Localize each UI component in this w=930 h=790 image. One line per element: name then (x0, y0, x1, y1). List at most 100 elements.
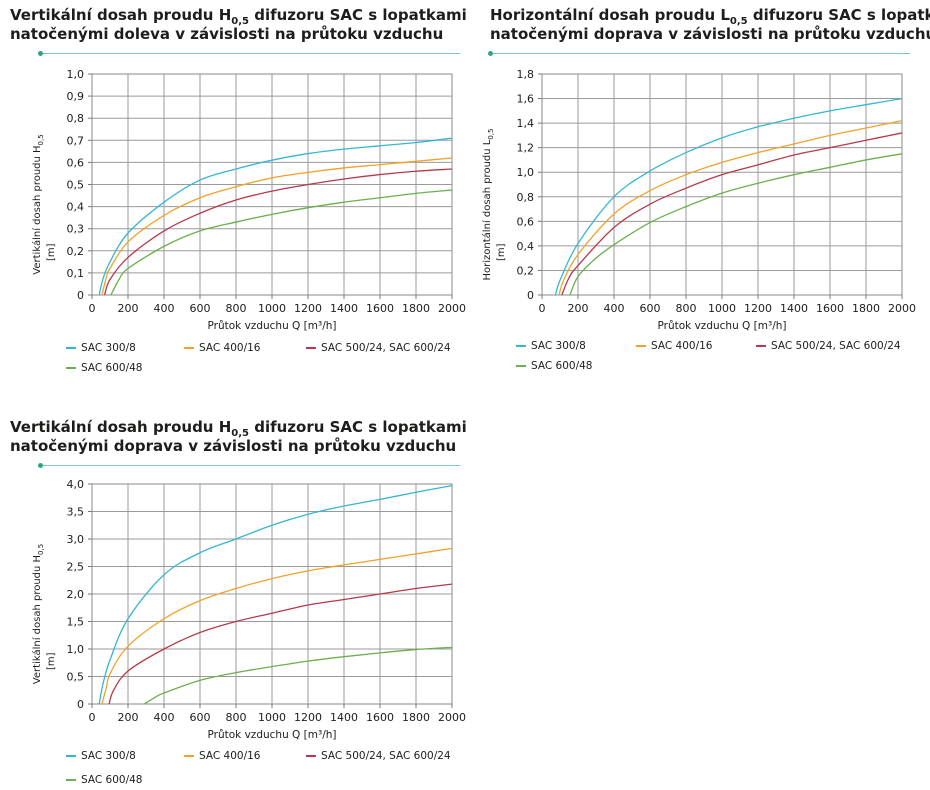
x-tick-label: 0 (89, 711, 96, 724)
x-tick-label: 200 (118, 302, 139, 315)
legend-swatch (66, 367, 76, 369)
legend-label: SAC 600/48 (81, 362, 143, 374)
title-rule-dot (38, 463, 43, 468)
y-tick-label: 0,9 (67, 90, 85, 103)
chart-panel-vertical-left: Vertikální dosah proudu H0,5 difuzoru SA… (10, 0, 470, 390)
legend-item: SAC 300/8 (66, 750, 136, 762)
legend-item: SAC 400/16 (636, 340, 712, 352)
y-tick-label: 1,2 (517, 142, 535, 155)
series-line (558, 120, 903, 296)
y-tick-label: 0,1 (67, 267, 85, 280)
legend-label: SAC 600/48 (531, 360, 593, 372)
series-line (98, 485, 453, 705)
y-tick-label: 1,0 (517, 166, 535, 179)
legend-label: SAC 400/16 (199, 342, 261, 354)
legend-item: SAC 500/24, SAC 600/24 (756, 340, 901, 352)
y-axis-label: Vertikální dosah proudu H0,5 (31, 134, 45, 274)
chart-title: Horizontální dosah proudu L0,5 difuzoru … (490, 6, 930, 43)
x-tick-label: 0 (89, 302, 96, 315)
y-tick-label: 0,4 (67, 201, 85, 214)
y-tick-label: 0,8 (67, 112, 85, 125)
x-tick-label: 600 (190, 711, 211, 724)
series-line (561, 132, 903, 296)
x-tick-label: 800 (226, 711, 247, 724)
x-tick-label: 0 (539, 302, 546, 315)
x-tick-label: 1800 (402, 302, 430, 315)
legend-label: SAC 400/16 (199, 750, 261, 762)
y-axis-label: Horizontální dosah proudu L0,5 (481, 129, 495, 281)
x-tick-label: 1600 (816, 302, 844, 315)
y-tick-label: 0,4 (517, 240, 535, 253)
legend-swatch (66, 755, 76, 757)
x-tick-label: 2000 (438, 711, 466, 724)
y-tick-label: 0,2 (67, 245, 85, 258)
x-tick-label: 1800 (852, 302, 880, 315)
x-tick-label: 1400 (780, 302, 808, 315)
legend-item: SAC 500/24, SAC 600/24 (306, 750, 451, 762)
series-line (101, 547, 453, 705)
legend-swatch (516, 345, 526, 347)
legend-swatch (184, 755, 194, 757)
title-rule-dot (38, 51, 43, 56)
chart-title: Vertikální dosah proudu H0,5 difuzoru SA… (10, 6, 467, 43)
series-line (554, 97, 903, 296)
legend-swatch (756, 345, 766, 347)
legend-label: SAC 300/8 (81, 750, 136, 762)
x-tick-label: 600 (190, 302, 211, 315)
x-tick-label: 1200 (744, 302, 772, 315)
series-line (569, 153, 903, 296)
legend-swatch (516, 365, 526, 367)
chart-svg: 0 200 400 600 800 1000 1200 1400 1600 1800 2000 0 0,… (31, 68, 466, 332)
x-tick-label: 1200 (294, 302, 322, 315)
y-tick-label: 0,7 (67, 134, 85, 147)
chart-panel-horizontal-right: Horizontální dosah proudu L0,5 difuzoru … (468, 0, 930, 390)
y-axis-unit: [m] (46, 652, 57, 670)
x-tick-label: 200 (118, 711, 139, 724)
y-tick-label: 0 (527, 289, 534, 302)
y-tick-label: 1,6 (517, 93, 535, 106)
chart-svg: 0 200 400 600 800 1000 1200 1400 1600 1800 2000 0 0,… (31, 478, 466, 741)
y-tick-label: 0,5 (67, 671, 85, 684)
legend-swatch (306, 347, 316, 349)
title-rule (492, 53, 910, 54)
legend-label: SAC 300/8 (531, 340, 586, 352)
legend-swatch (636, 345, 646, 347)
y-tick-label: 0 (77, 698, 84, 711)
legend-item: SAC 500/24, SAC 600/24 (306, 342, 451, 354)
chart-title: Vertikální dosah proudu H0,5 difuzoru SA… (10, 418, 467, 455)
x-tick-label: 400 (154, 711, 175, 724)
y-tick-label: 0,6 (67, 156, 85, 169)
x-tick-label: 1000 (258, 711, 286, 724)
x-tick-label: 1800 (402, 711, 430, 724)
y-tick-label: 3,0 (67, 533, 85, 546)
chart-svg: 0 200 400 600 800 1000 1200 1400 1600 1800 2000 0 0,… (481, 68, 916, 332)
legend-item: SAC 600/48 (66, 774, 142, 786)
legend-item: SAC 600/48 (516, 360, 592, 372)
chart-legend: SAC 300/8 SAC 400/16 SAC 500/24, SAC 600… (36, 342, 476, 382)
y-tick-label: 0,8 (517, 191, 535, 204)
x-tick-label: 1000 (708, 302, 736, 315)
legend-label: SAC 500/24, SAC 600/24 (321, 750, 451, 762)
x-axis-label: Průtok vzduchu Q [m³/h] (208, 320, 337, 332)
x-tick-label: 400 (604, 302, 625, 315)
series-line (108, 583, 453, 705)
y-tick-label: 1,4 (517, 117, 535, 130)
x-tick-label: 1400 (330, 711, 358, 724)
x-axis-label: Průtok vzduchu Q [m³/h] (208, 729, 337, 741)
x-tick-label: 1400 (330, 302, 358, 315)
legend-item: SAC 400/16 (184, 750, 260, 762)
y-tick-label: 2,5 (67, 561, 85, 574)
series-line (101, 157, 453, 296)
series-line (110, 189, 453, 296)
x-tick-label: 2000 (438, 302, 466, 315)
y-tick-label: 2,0 (67, 588, 85, 601)
chart-legend: SAC 300/8 SAC 400/16 SAC 500/24, SAC 600… (36, 750, 476, 790)
title-rule (42, 53, 460, 54)
x-tick-label: 800 (226, 302, 247, 315)
y-tick-label: 0 (77, 289, 84, 302)
legend-label: SAC 600/48 (81, 774, 143, 786)
y-tick-label: 0,3 (67, 223, 85, 236)
y-tick-label: 0,2 (517, 264, 535, 277)
x-tick-label: 400 (154, 302, 175, 315)
x-axis-label: Průtok vzduchu Q [m³/h] (658, 320, 787, 332)
